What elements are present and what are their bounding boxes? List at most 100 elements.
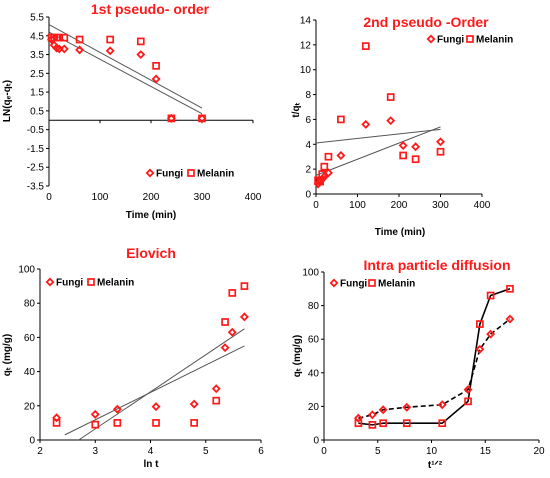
data-point-fungi: [90, 409, 100, 419]
data-point-melanin: [152, 419, 160, 427]
data-point-fungi: [411, 142, 421, 152]
x-tick-label: 200: [143, 192, 160, 203]
y-tick-label: 3.5: [30, 50, 44, 61]
data-point-melanin: [337, 115, 345, 124]
y-tick-label: 10: [300, 65, 312, 76]
trend-line: [315, 126, 441, 176]
x-tick-label: 4: [148, 446, 154, 457]
data-point-fungi: [505, 314, 515, 324]
data-point-melanin: [52, 419, 61, 427]
trend-line: [78, 328, 245, 441]
x-axis-label: Time (min): [375, 227, 425, 238]
data-point-fungi: [475, 344, 485, 354]
data-point-melanin: [361, 42, 370, 50]
y-tick-label: 5.5: [30, 13, 44, 24]
legend-marker-fungi: [45, 277, 55, 287]
data-point-melanin: [240, 282, 249, 290]
data-point-melanin: [402, 419, 411, 428]
data-point-melanin: [320, 162, 329, 171]
y-axis-label: qₜ (mg/g): [2, 334, 13, 376]
data-point-fungi: [336, 150, 346, 160]
trend-line: [315, 128, 441, 144]
legend-label: Melanin: [476, 35, 513, 46]
data-point-melanin: [198, 114, 206, 123]
y-tick-label: 2.5: [30, 69, 44, 80]
legend-label: Fungi: [156, 169, 183, 180]
data-point-melanin: [91, 420, 100, 429]
y-tick-label: 12: [300, 40, 312, 51]
y-tick-label: 80: [308, 301, 320, 312]
data-point-fungi: [136, 50, 146, 60]
chart-title: 1st pseudo- order: [91, 1, 210, 17]
data-point-fungi: [211, 384, 221, 394]
panel-1st-pseudo-order: 1st pseudo- order -3.5 -2.5 -1.5 -0.5 0.5 1.5…: [2, 1, 262, 221]
x-tick-label: 5: [203, 446, 209, 457]
data-point-fungi: [75, 45, 85, 55]
data-point-fungi: [52, 413, 62, 423]
legend-marker-melanin: [187, 169, 195, 177]
x-axis-label: Time (min): [126, 210, 176, 221]
x-tick-label: 400: [245, 192, 262, 203]
panel-elovich: Elovich 0 20 40 60 80 100 2 3 4 5 6 ln t qₜ (mg/g) Fu…: [2, 245, 264, 470]
legend-marker-fungi: [145, 168, 155, 178]
data-point-fungi: [59, 44, 69, 54]
y-tick-label: 6: [305, 115, 311, 126]
y-axis-label: qₜ (mg/g): [292, 335, 303, 377]
data-point-fungi: [436, 137, 445, 147]
x-axis-label: ln t: [144, 459, 160, 470]
x-tick-label: 20: [533, 446, 545, 457]
legend-marker-fungi: [329, 278, 339, 288]
data-point-melanin: [476, 320, 484, 328]
data-point-melanin: [399, 151, 407, 160]
data-point-melanin: [212, 396, 221, 405]
x-tick-label: 15: [480, 446, 492, 457]
data-point-fungi: [227, 327, 237, 337]
x-tick-label: 2: [37, 446, 43, 457]
data-point-fungi: [189, 399, 199, 409]
data-point-melanin: [486, 291, 495, 300]
data-point-melanin: [60, 33, 69, 42]
y-tick-label: 60: [24, 333, 36, 344]
x-tick-label: 200: [391, 200, 408, 211]
data-point-melanin: [314, 176, 322, 185]
y-tick-label: 8: [305, 90, 311, 101]
data-point-melanin: [152, 61, 160, 70]
data-point-fungi: [398, 141, 408, 151]
data-point-melanin: [386, 93, 395, 101]
x-tick-label: 5: [375, 446, 381, 457]
legend-marker-fungi: [426, 34, 436, 44]
data-point-melanin: [464, 397, 472, 406]
data-point-melanin: [411, 155, 420, 164]
y-axis-label: LN(qₑ-qₜ): [2, 80, 13, 122]
data-point-fungi: [486, 329, 496, 339]
y-tick-label: -0.5: [27, 125, 45, 136]
data-point-melanin: [228, 289, 237, 297]
data-point-fungi: [105, 46, 115, 56]
data-point-fungi: [353, 413, 363, 423]
data-point-melanin: [221, 318, 229, 326]
data-point-fungi: [319, 172, 329, 182]
data-point-melanin: [368, 421, 377, 429]
panel-2nd-pseudo-order: 2nd pseudo -Order 0 2 4 6 8 10 12 14 0 100 200 300 4…: [291, 14, 513, 238]
data-point-melanin: [136, 37, 145, 46]
data-point-fungi: [323, 168, 333, 178]
data-point-melanin: [318, 170, 327, 178]
data-point-fungi: [463, 385, 473, 395]
x-tick-label: 6: [258, 446, 264, 457]
data-point-melanin: [113, 419, 122, 427]
data-point-fungi: [367, 410, 377, 420]
x-tick-label: 10: [426, 446, 438, 457]
x-tick-label: 100: [92, 192, 109, 203]
legend-label: Fungi: [340, 279, 367, 290]
y-tick-label: 0.5: [30, 106, 44, 117]
y-tick-label: 20: [308, 402, 320, 413]
data-point-melanin: [324, 152, 333, 161]
y-tick-label: -1.5: [27, 144, 45, 155]
series-line-melanin: [358, 288, 511, 426]
x-tick-label: 100: [349, 200, 366, 211]
chart-title: Intra particle diffusion: [363, 257, 510, 273]
data-point-fungi: [239, 312, 249, 322]
data-point-fungi: [386, 116, 396, 126]
data-point-melanin: [438, 419, 447, 428]
x-tick-label: 0: [321, 446, 327, 457]
